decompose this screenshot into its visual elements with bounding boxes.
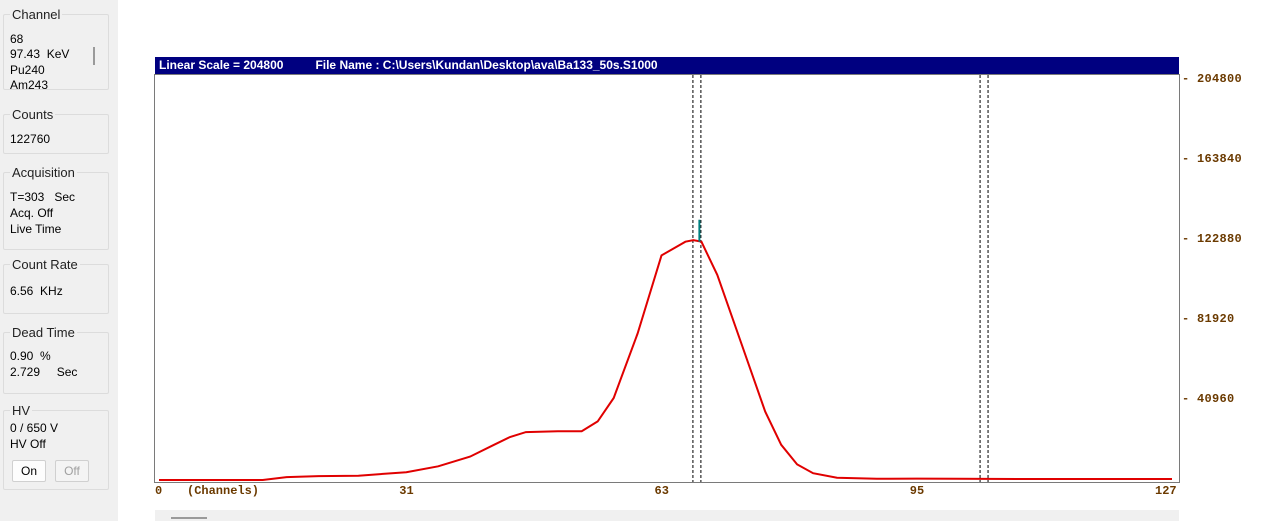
channel-group: Channel 68 97.43 KeV Pu240 Am243 [3, 7, 109, 90]
hv-group: HV 0 / 650 V HV Off On Off [3, 403, 109, 490]
hv-title: HV [10, 403, 33, 418]
y-tick-label: - 122880 [1182, 232, 1243, 246]
acquisition-group: Acquisition T=303 Sec Acq. Off Live Time [3, 165, 109, 250]
acquisition-time: T=303 Sec [10, 190, 76, 204]
channel-nuclide-1: Pu240 [10, 63, 45, 77]
counts-value: 122760 [10, 132, 51, 146]
hv-state: HV Off [10, 437, 46, 451]
x-axis-title: (Channels) [187, 484, 260, 498]
horizontal-scroll-thumb[interactable] [171, 517, 207, 519]
dead-time-group: Dead Time 0.90 % 2.729 Sec [3, 325, 109, 394]
x-tick-label: 0 [155, 484, 163, 498]
y-tick-label: - 163840 [1182, 152, 1243, 166]
spectrum-plot[interactable] [154, 74, 1180, 483]
counts-group: Counts 122760 [3, 107, 109, 154]
hv-voltage: 0 / 650 V [10, 421, 59, 435]
channel-title: Channel [10, 7, 63, 22]
file-name-label: File Name : C:\Users\Kundan\Desktop\ava\… [315, 58, 658, 72]
counts-title: Counts [10, 107, 56, 122]
count-rate-value: 6.56 KHz [10, 284, 63, 298]
plot-header: Linear Scale = 204800 File Name : C:\User… [155, 57, 1179, 74]
dead-time-title: Dead Time [10, 325, 77, 340]
y-tick-label: - 81920 [1182, 312, 1235, 326]
x-tick-label: 95 [909, 484, 925, 498]
acquisition-state: Acq. Off [10, 206, 54, 220]
acquisition-title: Acquisition [10, 165, 77, 180]
count-rate-group: Count Rate 6.56 KHz [3, 257, 109, 314]
channel-energy: 97.43 KeV [10, 47, 70, 61]
channel-number: 68 [10, 32, 24, 46]
y-tick-label: - 40960 [1182, 392, 1235, 406]
dead-time-seconds: 2.729 Sec [10, 365, 78, 379]
hv-on-button[interactable]: On [12, 460, 46, 482]
hv-off-button[interactable]: Off [55, 460, 89, 482]
channel-nuclide-2: Am243 [10, 78, 49, 89]
y-tick-label: - 204800 [1182, 72, 1243, 86]
x-tick-label: 127 [1155, 484, 1177, 498]
x-tick-label: 31 [399, 484, 414, 498]
status-sidebar: Channel 68 97.43 KeV Pu240 Am243 Counts … [0, 0, 118, 521]
spectrum-series-line [159, 239, 1172, 481]
plot-frame [154, 74, 1180, 483]
horizontal-scrollbar[interactable] [155, 510, 1179, 521]
dead-time-percent: 0.90 % [10, 349, 51, 363]
scale-label: Linear Scale = 204800 [159, 58, 284, 72]
count-rate-title: Count Rate [10, 257, 80, 272]
x-tick-label: 63 [654, 484, 669, 498]
acquisition-mode: Live Time [10, 222, 62, 236]
nuclide-list-scrollbar[interactable] [93, 47, 95, 65]
